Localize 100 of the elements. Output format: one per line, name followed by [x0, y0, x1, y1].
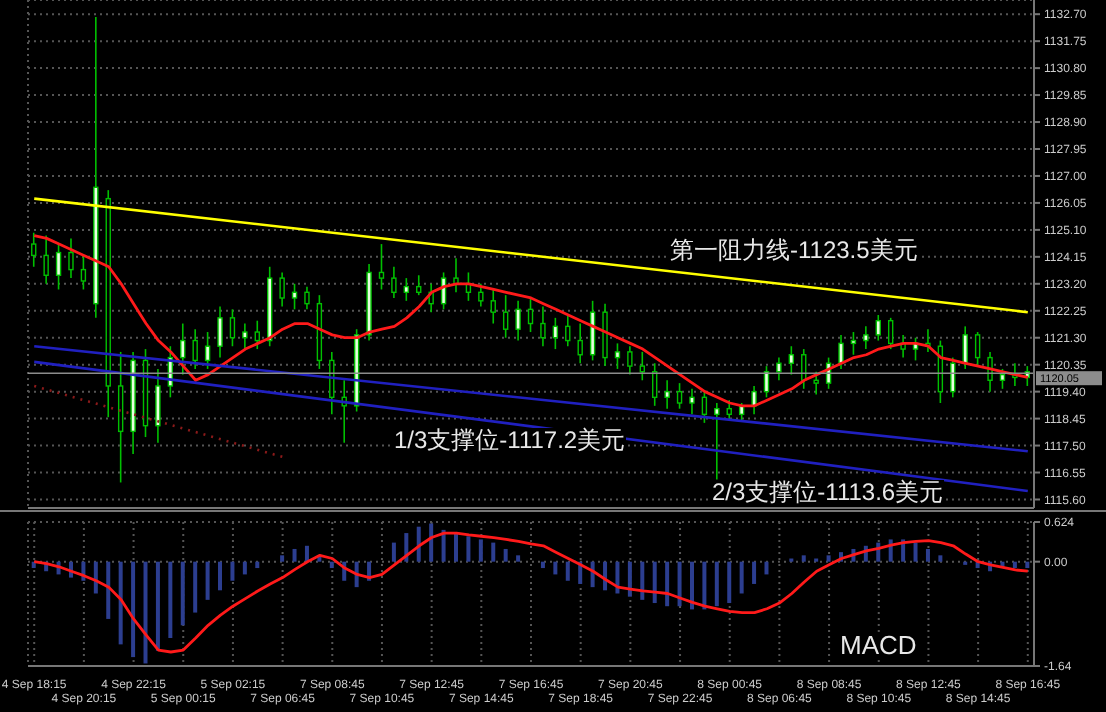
candlestick	[478, 283, 484, 308]
bar	[441, 529, 446, 562]
candlestick	[502, 294, 509, 339]
bar	[714, 561, 719, 607]
candlestick	[887, 317, 894, 350]
bar	[180, 561, 185, 626]
candlestick	[838, 334, 844, 370]
bar	[925, 548, 930, 562]
bar	[938, 555, 943, 562]
bar	[242, 561, 247, 575]
bar	[168, 561, 173, 639]
candlestick	[155, 368, 161, 444]
bar	[739, 561, 744, 594]
line-series	[32, 531, 1030, 654]
candlestick	[291, 283, 298, 311]
candlestick	[117, 351, 124, 484]
bar	[193, 561, 198, 613]
candlestick	[788, 345, 795, 376]
bar	[689, 561, 694, 610]
candlestick	[602, 302, 608, 367]
candlestick	[55, 243, 62, 291]
bar	[292, 548, 297, 562]
bar	[652, 561, 657, 604]
candlestick	[999, 368, 1006, 390]
candlestick	[31, 231, 37, 268]
bar	[131, 561, 136, 658]
annotation: 2/3支撑位-1113.6美元	[712, 478, 944, 506]
bar	[826, 555, 831, 562]
bar	[565, 561, 570, 581]
candlestick	[217, 305, 223, 359]
bar	[553, 561, 558, 575]
candlestick	[714, 402, 720, 481]
candlestick	[254, 319, 260, 350]
bar	[752, 561, 757, 584]
candlestick	[577, 322, 583, 365]
candlestick	[515, 300, 521, 342]
bar	[727, 561, 732, 604]
bar	[801, 555, 806, 562]
bar	[155, 561, 160, 651]
bar	[218, 561, 223, 591]
bar	[466, 536, 471, 562]
bar	[665, 561, 670, 607]
candlestick	[527, 297, 534, 333]
candlestick	[751, 385, 757, 416]
bar	[764, 561, 769, 575]
bar	[416, 526, 421, 562]
annotation: 1/3支撑位-1117.2美元	[394, 426, 626, 454]
candlestick	[279, 271, 285, 308]
annotation: MACD	[840, 630, 917, 660]
candlestick	[416, 274, 422, 296]
bar	[118, 561, 123, 645]
bar	[205, 561, 210, 600]
bar	[329, 561, 334, 569]
candlestick	[68, 237, 74, 279]
bar	[1025, 561, 1030, 569]
bar	[143, 561, 148, 664]
bar	[429, 523, 434, 562]
bar	[702, 561, 707, 610]
bar	[913, 542, 918, 562]
candlestick	[192, 328, 198, 370]
candlestick	[204, 331, 211, 370]
candlestick	[863, 325, 869, 350]
bar	[230, 561, 235, 581]
candlestick	[391, 265, 397, 299]
bar	[491, 542, 496, 562]
bar	[540, 561, 545, 569]
bar	[640, 561, 645, 600]
bar	[280, 555, 285, 562]
bar	[503, 548, 508, 562]
candlestick	[776, 356, 782, 382]
candlestick	[80, 254, 87, 291]
candlestick	[689, 388, 695, 416]
candlestick	[701, 390, 708, 424]
candlestick	[614, 342, 621, 370]
candlestick	[627, 345, 633, 376]
bar	[454, 533, 458, 562]
candlestick	[875, 314, 881, 342]
candlestick	[974, 331, 981, 367]
candlestick	[540, 305, 546, 348]
bar	[516, 555, 521, 562]
annotation: 第一阻力线-1123.5美元	[670, 236, 918, 264]
candlestick	[664, 379, 670, 410]
candlestick	[180, 322, 186, 376]
candlestick	[378, 243, 385, 291]
candlestick	[676, 382, 683, 410]
candlestick	[565, 314, 571, 348]
bar	[1012, 561, 1017, 569]
candlestick	[490, 288, 496, 325]
candlestick	[453, 257, 459, 294]
candlestick	[304, 285, 310, 311]
candlestick	[43, 234, 49, 285]
bar	[106, 561, 111, 619]
candlestick	[403, 277, 410, 302]
candlestick	[242, 322, 248, 350]
candlestick	[850, 331, 857, 356]
candlestick	[552, 317, 559, 350]
bar	[391, 542, 396, 562]
bar	[304, 545, 309, 562]
candlestick	[639, 351, 645, 382]
bar	[478, 539, 483, 562]
